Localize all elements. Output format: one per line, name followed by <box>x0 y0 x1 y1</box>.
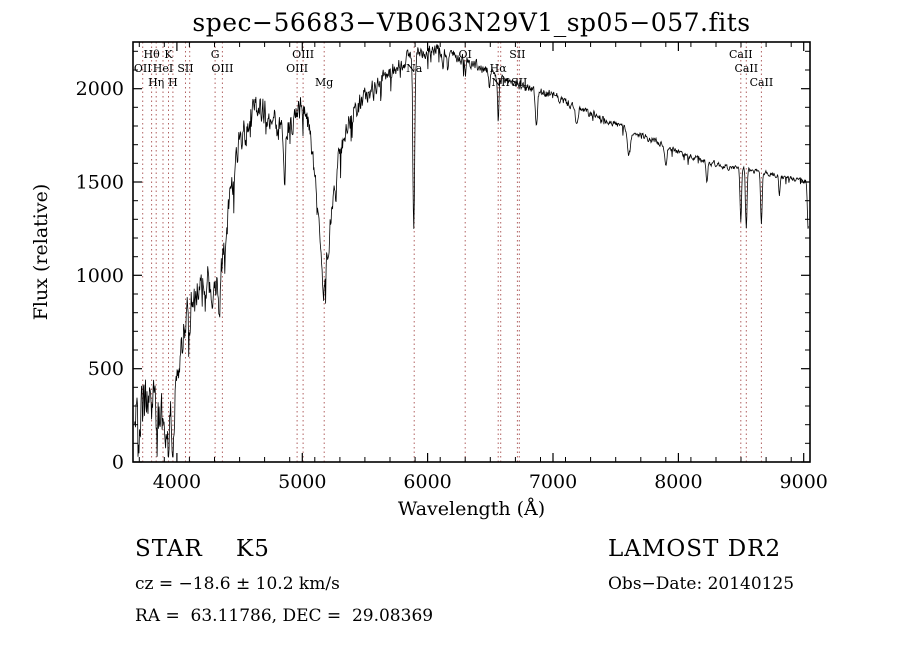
spectral-line-label: G <box>211 48 220 61</box>
y-tick-label: 1500 <box>76 172 124 194</box>
spectral-line-label: CaII <box>729 48 753 61</box>
spectral-line-label: Hη <box>148 76 164 89</box>
x-tick-label: 7000 <box>529 471 577 493</box>
spectral-line-label: NII <box>492 76 510 89</box>
spectral-line-label: SII <box>511 76 527 89</box>
y-axis-label: Flux (relative) <box>30 184 52 321</box>
y-tick-label: 500 <box>88 358 124 380</box>
coordinates-text: RA = 63.11786, DEC = 29.08369 <box>135 606 434 626</box>
spectral-line-label: OIII <box>292 48 314 61</box>
spectral-line-label: K <box>164 48 173 61</box>
chart-title: spec−56683−VB063N29V1_sp05−057.fits <box>192 8 751 37</box>
spectral-line-label: Mg <box>315 76 333 89</box>
spectral-line-label: Hθ <box>143 48 160 61</box>
spectral-line-label: CaII <box>734 62 758 75</box>
x-tick-label: 9000 <box>780 471 828 493</box>
classification-text: STAR K5 <box>135 536 270 562</box>
spectral-line-label: Hα <box>490 62 508 75</box>
y-tick-label: 0 <box>112 452 124 474</box>
spectrum-trace <box>134 44 809 458</box>
x-tick-label: 8000 <box>654 471 702 493</box>
y-tick-label: 2000 <box>76 78 124 100</box>
x-axis-label: Wavelength (Å) <box>398 498 545 520</box>
spectral-line-label: Na <box>406 62 423 75</box>
spectral-line-label: SII <box>177 62 193 75</box>
y-tick-label: 1000 <box>76 265 124 287</box>
x-tick-label: 4000 <box>153 471 201 493</box>
survey-release-text: LAMOST DR2 <box>608 536 782 562</box>
spectral-line-label: OI <box>459 48 472 61</box>
spectral-line-label: SII <box>509 48 525 61</box>
spectral-line-label: H <box>168 76 178 89</box>
radial-velocity-text: cz = −18.6 ± 10.2 km/s <box>135 574 340 594</box>
spectral-line-label: CaII <box>750 76 774 89</box>
x-tick-label: 6000 <box>403 471 451 493</box>
x-tick-label: 5000 <box>278 471 326 493</box>
spectral-line-label: OIII <box>286 62 308 75</box>
obs-date-text: Obs−Date: 20140125 <box>608 574 795 594</box>
plot-border <box>132 41 811 463</box>
spectral-line-label: OIII <box>211 62 233 75</box>
spectral-line-label: OII <box>134 62 152 75</box>
spectral-line-label: HeI <box>153 62 173 75</box>
